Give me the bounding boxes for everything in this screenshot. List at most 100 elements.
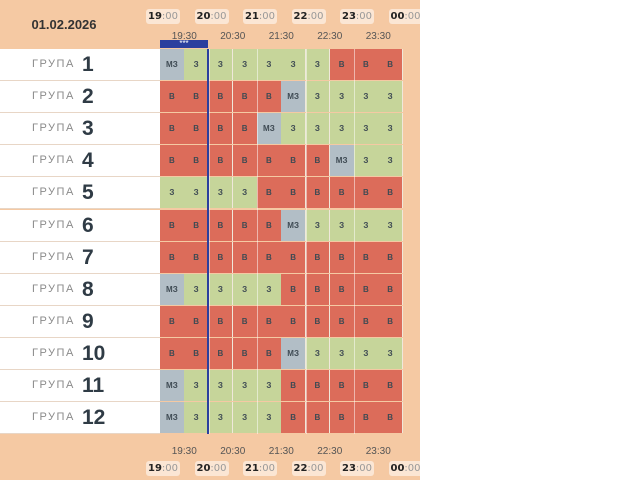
schedule-cell[interactable]: В: [257, 241, 282, 273]
schedule-cell[interactable]: З: [208, 370, 234, 402]
schedule-cell[interactable]: З: [305, 49, 331, 81]
schedule-cell[interactable]: З: [257, 370, 282, 402]
schedule-cell[interactable]: З: [329, 81, 355, 113]
schedule-cell[interactable]: В: [232, 113, 258, 145]
schedule-cell[interactable]: З: [208, 273, 234, 305]
schedule-cell[interactable]: В: [329, 177, 355, 209]
schedule-cell[interactable]: З: [184, 49, 209, 81]
schedule-cell[interactable]: В: [354, 273, 379, 305]
schedule-cell[interactable]: З: [378, 209, 403, 241]
schedule-cell[interactable]: В: [354, 49, 379, 81]
schedule-cell[interactable]: В: [305, 177, 331, 209]
schedule-cell[interactable]: В: [378, 241, 403, 273]
schedule-cell[interactable]: В: [281, 241, 306, 273]
schedule-cell[interactable]: В: [232, 209, 258, 241]
schedule-cell[interactable]: З: [184, 273, 209, 305]
schedule-cell[interactable]: В: [378, 402, 403, 434]
schedule-cell[interactable]: В: [257, 305, 282, 337]
schedule-cell[interactable]: З: [329, 113, 355, 145]
schedule-cell[interactable]: В: [160, 145, 185, 177]
schedule-cell[interactable]: МЗ: [257, 113, 282, 145]
schedule-cell[interactable]: З: [208, 177, 234, 209]
schedule-cell[interactable]: В: [208, 113, 234, 145]
schedule-cell[interactable]: В: [329, 370, 355, 402]
schedule-cell[interactable]: В: [232, 305, 258, 337]
schedule-cell[interactable]: З: [257, 402, 282, 434]
schedule-cell[interactable]: В: [184, 113, 209, 145]
schedule-cell[interactable]: В: [208, 337, 234, 369]
schedule-cell[interactable]: В: [354, 305, 379, 337]
schedule-cell[interactable]: В: [232, 241, 258, 273]
schedule-cell[interactable]: В: [160, 337, 185, 369]
schedule-cell[interactable]: В: [378, 177, 403, 209]
schedule-cell[interactable]: В: [281, 402, 306, 434]
schedule-cell[interactable]: В: [305, 305, 331, 337]
schedule-cell[interactable]: З: [184, 402, 209, 434]
schedule-cell[interactable]: В: [257, 209, 282, 241]
schedule-cell[interactable]: В: [208, 241, 234, 273]
schedule-cell[interactable]: З: [281, 49, 306, 81]
schedule-cell[interactable]: В: [184, 305, 209, 337]
schedule-cell[interactable]: В: [305, 370, 331, 402]
schedule-cell[interactable]: МЗ: [160, 273, 185, 305]
schedule-cell[interactable]: В: [281, 370, 306, 402]
schedule-cell[interactable]: З: [305, 337, 331, 369]
schedule-cell[interactable]: З: [354, 81, 379, 113]
schedule-cell[interactable]: В: [184, 145, 209, 177]
schedule-cell[interactable]: В: [232, 81, 258, 113]
schedule-cell[interactable]: В: [378, 273, 403, 305]
schedule-cell[interactable]: В: [354, 241, 379, 273]
schedule-cell[interactable]: В: [354, 370, 379, 402]
schedule-cell[interactable]: З: [305, 209, 331, 241]
schedule-cell[interactable]: В: [208, 81, 234, 113]
schedule-cell[interactable]: З: [184, 370, 209, 402]
schedule-cell[interactable]: З: [378, 81, 403, 113]
schedule-cell[interactable]: З: [232, 370, 258, 402]
schedule-cell[interactable]: В: [160, 81, 185, 113]
schedule-cell[interactable]: З: [354, 209, 379, 241]
schedule-cell[interactable]: МЗ: [281, 81, 306, 113]
schedule-cell[interactable]: В: [208, 305, 234, 337]
schedule-cell[interactable]: В: [208, 145, 234, 177]
schedule-cell[interactable]: В: [281, 305, 306, 337]
schedule-cell[interactable]: В: [160, 113, 185, 145]
schedule-cell[interactable]: В: [378, 305, 403, 337]
schedule-cell[interactable]: З: [232, 402, 258, 434]
schedule-cell[interactable]: МЗ: [160, 370, 185, 402]
schedule-cell[interactable]: В: [257, 145, 282, 177]
schedule-cell[interactable]: З: [232, 273, 258, 305]
schedule-cell[interactable]: МЗ: [281, 209, 306, 241]
schedule-cell[interactable]: З: [329, 209, 355, 241]
schedule-cell[interactable]: З: [378, 113, 403, 145]
schedule-cell[interactable]: В: [354, 402, 379, 434]
schedule-cell[interactable]: В: [305, 241, 331, 273]
schedule-cell[interactable]: З: [329, 337, 355, 369]
schedule-cell[interactable]: З: [281, 113, 306, 145]
schedule-cell[interactable]: В: [160, 241, 185, 273]
schedule-cell[interactable]: З: [305, 81, 331, 113]
schedule-cell[interactable]: В: [305, 402, 331, 434]
schedule-cell[interactable]: В: [232, 337, 258, 369]
schedule-cell[interactable]: В: [305, 273, 331, 305]
schedule-cell[interactable]: В: [257, 337, 282, 369]
schedule-cell[interactable]: МЗ: [281, 337, 306, 369]
schedule-cell[interactable]: В: [257, 81, 282, 113]
schedule-cell[interactable]: З: [354, 113, 379, 145]
schedule-cell[interactable]: З: [232, 177, 258, 209]
schedule-cell[interactable]: В: [378, 49, 403, 81]
schedule-cell[interactable]: З: [184, 177, 209, 209]
schedule-cell[interactable]: В: [329, 241, 355, 273]
schedule-cell[interactable]: В: [184, 209, 209, 241]
schedule-cell[interactable]: В: [184, 81, 209, 113]
schedule-cell[interactable]: В: [305, 145, 331, 177]
schedule-cell[interactable]: МЗ: [160, 402, 185, 434]
schedule-cell[interactable]: МЗ: [160, 49, 185, 81]
schedule-cell[interactable]: МЗ: [329, 145, 355, 177]
schedule-cell[interactable]: В: [160, 305, 185, 337]
schedule-cell[interactable]: В: [232, 145, 258, 177]
schedule-cell[interactable]: В: [329, 402, 355, 434]
schedule-cell[interactable]: З: [257, 49, 282, 81]
schedule-cell[interactable]: В: [329, 273, 355, 305]
schedule-cell[interactable]: В: [184, 337, 209, 369]
schedule-cell[interactable]: З: [354, 337, 379, 369]
